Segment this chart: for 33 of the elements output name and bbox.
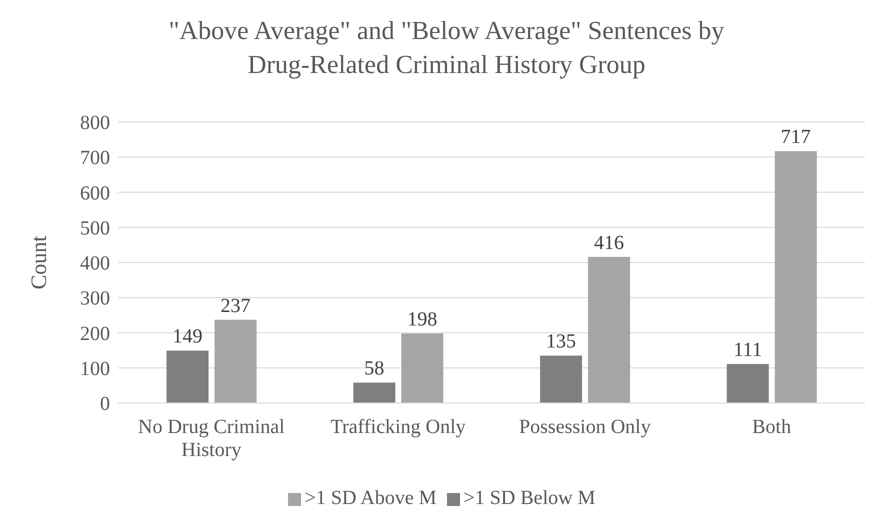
y-tick-label: 0 (100, 393, 110, 416)
data-label: 58 (364, 358, 384, 380)
data-label: 135 (546, 330, 576, 353)
y-tick-label: 500 (80, 217, 110, 240)
data-label: 149 (172, 326, 203, 348)
data-label: 237 (220, 294, 251, 317)
x-tick-label: Possession Only (519, 416, 651, 438)
y-tick-label: 100 (80, 358, 110, 380)
bar (588, 256, 630, 403)
bar (353, 382, 396, 403)
bar (214, 320, 257, 403)
y-tick-label: 800 (80, 112, 110, 134)
x-tick-label: Trafficking Only (330, 416, 466, 438)
legend-label: >1 SD Below M (464, 487, 596, 509)
chart-title: "Above Average" and "Below Average" Sentences by Drug-Related Criminal History Group (168, 15, 726, 81)
y-axis-title: Count (26, 236, 51, 290)
x-tick-label: No Drug Criminal History (138, 416, 286, 461)
data-label: 717 (780, 126, 811, 148)
bar (401, 333, 444, 403)
bar (774, 151, 817, 403)
bar (540, 356, 582, 403)
data-label: 416 (594, 232, 624, 254)
data-label: 111 (734, 339, 762, 362)
bar (166, 350, 209, 403)
x-tick-label: Both (752, 416, 792, 438)
y-tick-label: 400 (80, 252, 110, 275)
data-label: 198 (407, 308, 438, 330)
y-tick-label: 300 (80, 288, 110, 310)
bar (726, 364, 769, 403)
y-tick-label: 200 (80, 322, 110, 345)
legend-label: >1 SD Above M (304, 487, 436, 509)
y-tick-label: 600 (80, 182, 110, 204)
y-tick-label: 700 (80, 147, 110, 170)
